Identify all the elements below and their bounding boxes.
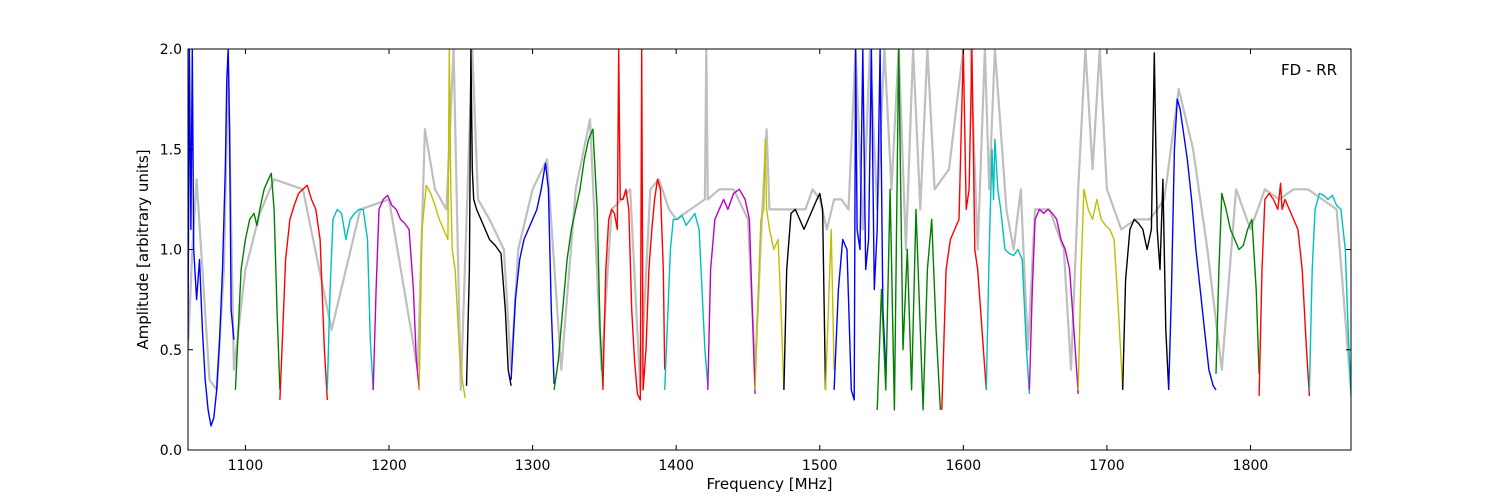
y-tick-label: 1.0 [160, 243, 182, 259]
x-tick-label: 1600 [946, 458, 982, 474]
series-line-1 [188, 49, 235, 427]
background-series-line [188, 49, 1351, 391]
series-line-25 [1258, 182, 1311, 396]
series-line-3 [279, 184, 328, 400]
series-line-7 [465, 49, 512, 386]
y-axis-label: Amplitude [arbitrary units] [134, 149, 152, 349]
y-tick-label: 0.0 [160, 443, 182, 459]
series-line-15 [824, 228, 835, 390]
series-layer [188, 49, 1351, 427]
x-axis: 1100 1200 1300 1400 1500 1600 1700 1800 [228, 49, 1269, 474]
series-line-2 [234, 172, 281, 390]
series-line-26 [1308, 192, 1351, 396]
series-line-8 [510, 162, 555, 384]
y-axis: 0.0 0.5 1.0 1.5 2.0 [160, 42, 1351, 459]
series-line-13 [754, 138, 785, 390]
series-line-17 [876, 49, 942, 411]
y-tick-label: 2.0 [160, 42, 182, 58]
series-line-11 [664, 212, 709, 390]
series-line-14 [783, 192, 827, 390]
x-tick-label: 1300 [515, 458, 551, 474]
series-line-22 [1122, 52, 1170, 390]
series-line-21 [1077, 188, 1124, 390]
x-tick-label: 1500 [802, 458, 838, 474]
series-line-23 [1168, 98, 1217, 391]
series-line-20 [1028, 208, 1079, 394]
series-line-24 [1215, 192, 1260, 374]
x-tick-label: 1400 [658, 458, 694, 474]
annotation-label: FD - RR [1281, 61, 1337, 79]
series-line-10 [602, 49, 666, 401]
x-tick-label: 1800 [1233, 458, 1269, 474]
y-tick-label: 0.5 [160, 343, 182, 359]
x-tick-label: 1200 [371, 458, 407, 474]
series-line-18 [941, 49, 987, 410]
series-line-9 [553, 128, 604, 390]
series-line-5 [372, 194, 420, 390]
plot-background [188, 49, 1351, 450]
series-line-4 [326, 208, 374, 390]
series-line-6 [418, 49, 466, 399]
x-tick-label: 1100 [228, 458, 264, 474]
x-axis-label: Frequency [MHz] [706, 475, 832, 493]
series-line-16 [833, 49, 887, 401]
y-tick-label: 1.5 [160, 142, 182, 158]
series-line-19 [985, 138, 1031, 394]
series-line-12 [707, 188, 756, 394]
x-tick-label: 1700 [1089, 458, 1125, 474]
